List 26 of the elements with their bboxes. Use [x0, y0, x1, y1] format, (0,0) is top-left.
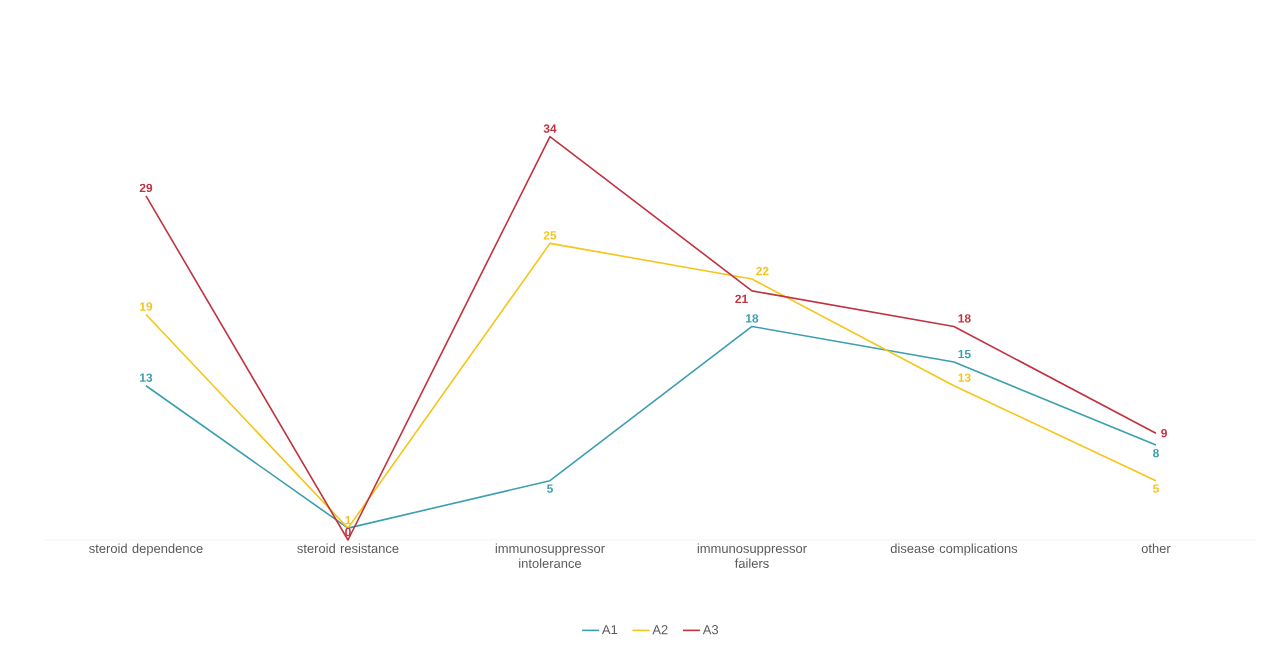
data-label: 18: [958, 314, 971, 323]
legend-label: A3: [702, 625, 719, 635]
x-tick-label: immunosuppressor intolerance: [495, 543, 605, 568]
data-label: 18: [746, 314, 759, 323]
data-label: 19: [140, 302, 153, 311]
data-label: 22: [756, 266, 769, 276]
data-label: 25: [543, 231, 557, 240]
data-label: 0: [345, 527, 351, 537]
data-label: 13: [140, 373, 153, 382]
data-label: 5: [1152, 484, 1159, 493]
data-label: 29: [139, 183, 153, 193]
data-label: 15: [958, 349, 971, 359]
data-label: 5: [547, 484, 553, 493]
legend-label: A2: [652, 625, 668, 635]
data-label: 13: [958, 373, 971, 382]
data-label: 8: [1152, 448, 1159, 458]
x-tick-label: steroid dependence: [89, 543, 203, 556]
data-label: 9: [1161, 428, 1167, 438]
x-tick-label: other: [1141, 543, 1171, 554]
x-tick-label: disease complications: [890, 543, 1018, 556]
data-label: 21: [735, 294, 748, 303]
data-label: 1: [345, 516, 351, 525]
x-tick-label: steroid resistance: [297, 543, 399, 554]
legend-label: A1: [601, 625, 618, 635]
data-label: 34: [543, 124, 557, 133]
x-tick-label: immunosuppressor failers: [697, 543, 807, 568]
